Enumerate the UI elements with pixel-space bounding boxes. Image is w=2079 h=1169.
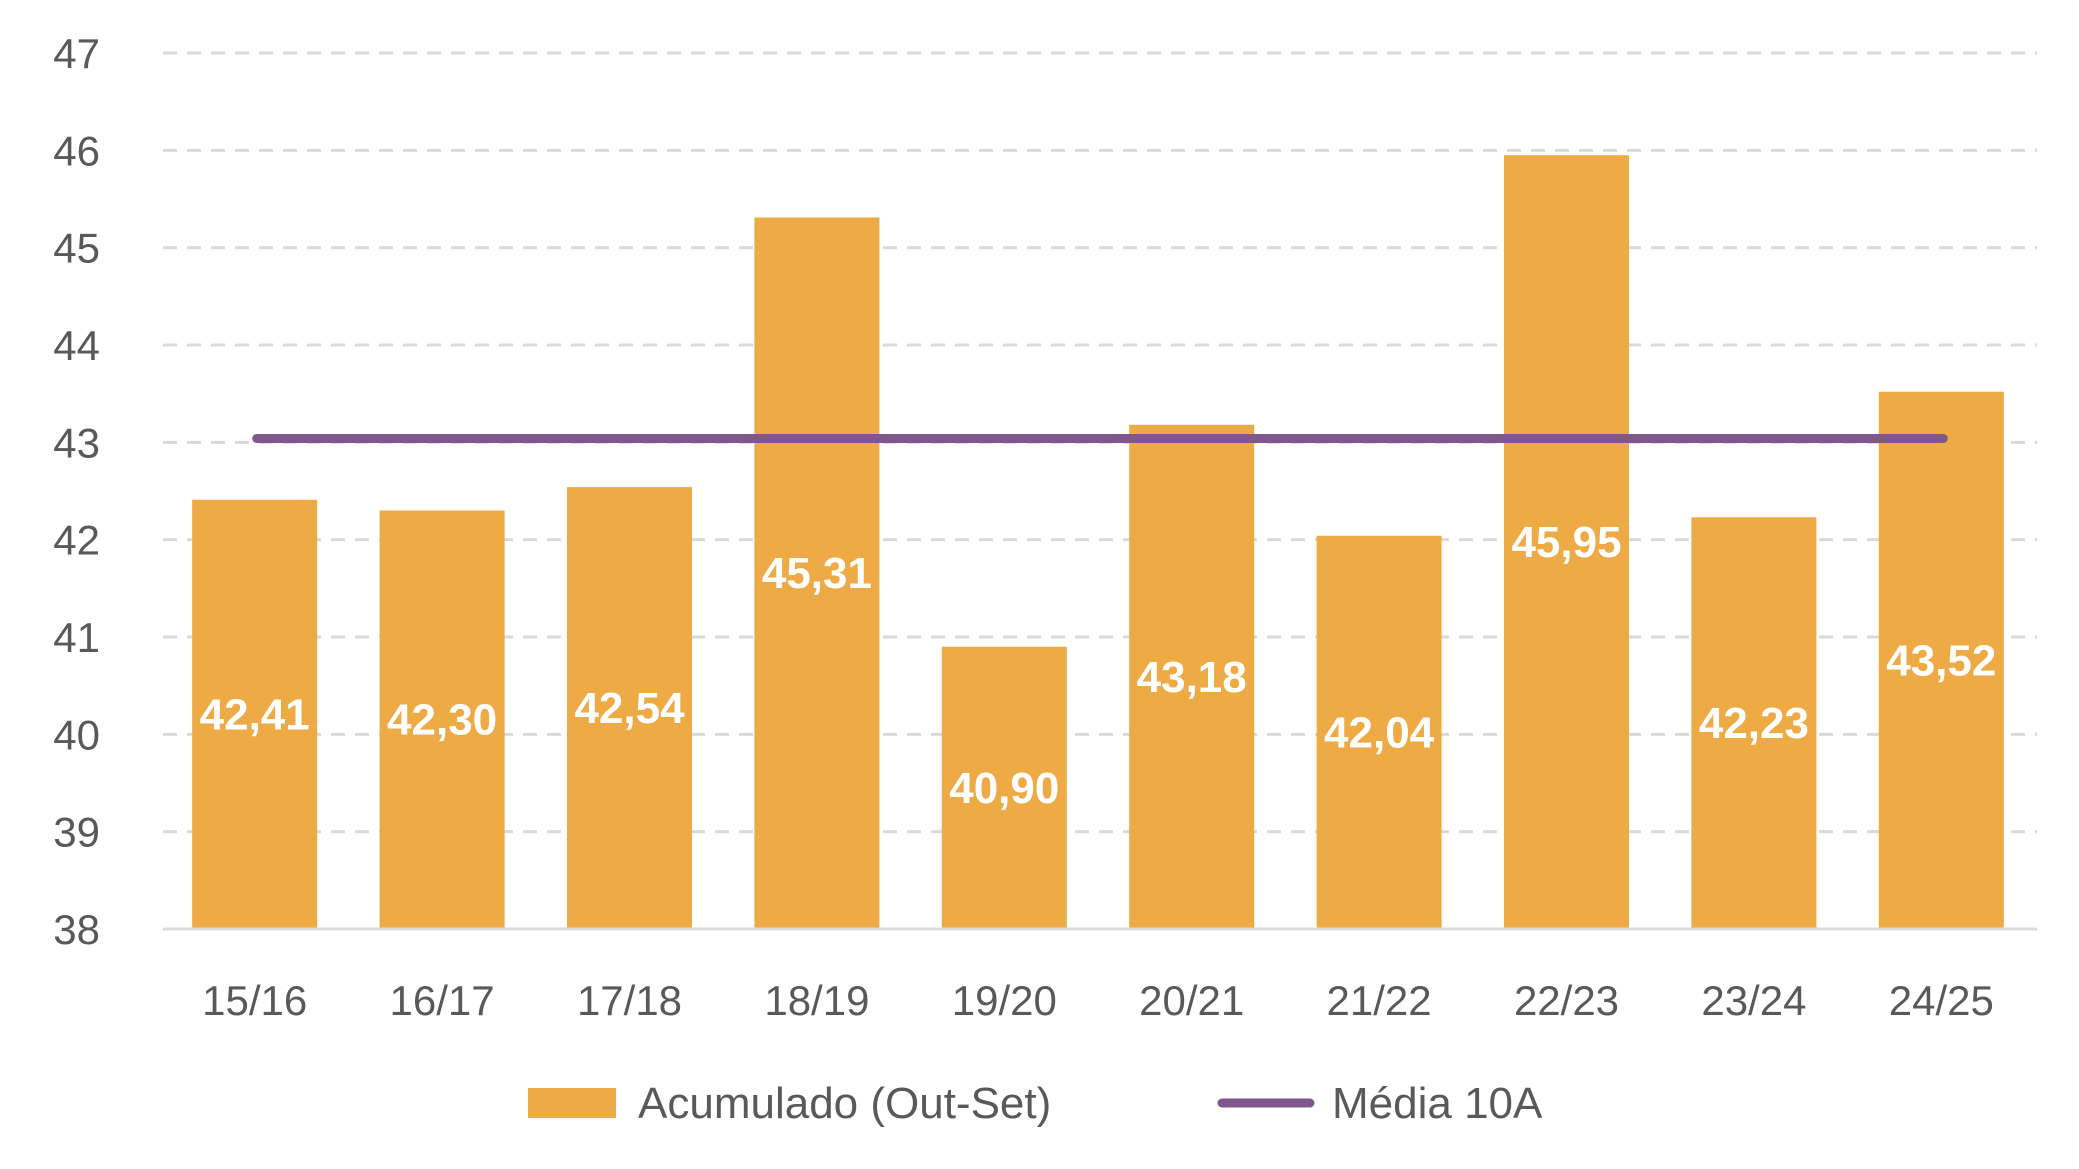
bar — [192, 499, 318, 929]
data-label: 42,30 — [387, 696, 497, 745]
y-tick-label: 45 — [53, 225, 100, 272]
x-tick-label: 23/24 — [1701, 977, 1806, 1024]
x-axis-ticks: 15/16 16/17 17/18 18/19 19/20 20/21 21/22 22/23… — [202, 977, 1994, 1024]
data-label: 43,18 — [1137, 653, 1247, 702]
data-label: 45,95 — [1511, 518, 1621, 567]
legend-label-media: Média 10A — [1332, 1079, 1543, 1128]
x-tick-label: 22/23 — [1514, 977, 1619, 1024]
x-tick-label: 19/20 — [952, 977, 1057, 1024]
bar — [379, 510, 505, 929]
x-tick-label: 21/22 — [1327, 977, 1432, 1024]
y-tick-label: 39 — [53, 809, 100, 856]
bar — [941, 646, 1067, 929]
data-label: 42,23 — [1699, 699, 1809, 748]
x-tick-label: 24/25 — [1889, 977, 1994, 1024]
data-label: 42,41 — [200, 690, 310, 739]
y-tick-label: 44 — [53, 322, 100, 369]
x-tick-label: 17/18 — [577, 977, 682, 1024]
y-tick-label: 41 — [53, 614, 100, 661]
bars — [192, 155, 2004, 930]
data-label: 45,31 — [762, 549, 872, 598]
bar — [1316, 535, 1442, 929]
data-label: 40,90 — [949, 764, 1059, 813]
legend-label-acumulado: Acumulado (Out-Set) — [638, 1079, 1051, 1128]
bar — [1691, 517, 1817, 929]
data-labels: 42,41 42,30 42,54 45,31 40,90 43,18 42,04 45,95… — [200, 518, 1997, 813]
y-tick-label: 38 — [53, 906, 100, 953]
data-label: 42,04 — [1324, 708, 1435, 757]
x-tick-label: 20/21 — [1139, 977, 1244, 1024]
bar — [567, 487, 692, 929]
y-tick-label: 40 — [53, 711, 100, 758]
bar — [1504, 155, 1629, 929]
y-tick-label: 42 — [53, 517, 100, 564]
x-tick-label: 15/16 — [202, 977, 307, 1024]
data-label: 43,52 — [1886, 636, 1996, 685]
bar — [1129, 424, 1255, 929]
y-axis-ticks: 38 39 40 41 42 43 44 45 46 47 — [53, 30, 100, 953]
legend-swatch-acumulado — [528, 1088, 616, 1118]
y-tick-label: 46 — [53, 127, 100, 174]
legend: Acumulado (Out-Set) Média 10A — [528, 1079, 1543, 1128]
y-tick-label: 43 — [53, 419, 100, 466]
y-tick-label: 47 — [53, 30, 100, 77]
data-label: 42,54 — [574, 684, 685, 733]
x-tick-label: 18/19 — [764, 977, 869, 1024]
bar — [754, 217, 880, 929]
bar — [1878, 391, 2004, 930]
x-tick-label: 16/17 — [390, 977, 495, 1024]
